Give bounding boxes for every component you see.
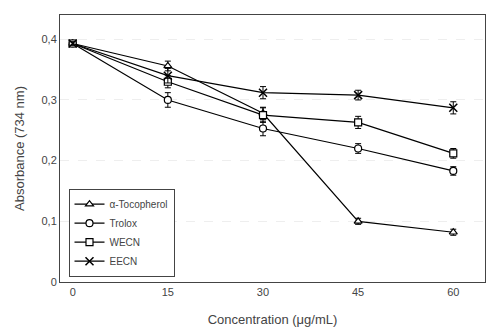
svg-text:0: 0 (70, 286, 76, 298)
svg-text:Absorbance (734 nm): Absorbance (734 nm) (12, 86, 27, 211)
svg-text:0: 0 (51, 276, 57, 288)
svg-text:WECN: WECN (110, 237, 141, 248)
svg-text:0,2: 0,2 (42, 154, 57, 166)
svg-text:Concentration (μg/mL): Concentration (μg/mL) (208, 312, 338, 327)
svg-text:EECN: EECN (110, 256, 138, 267)
svg-text:45: 45 (352, 286, 364, 298)
svg-text:α-Tocopherol: α-Tocopherol (110, 199, 168, 210)
svg-text:15: 15 (162, 286, 174, 298)
svg-text:30: 30 (257, 286, 269, 298)
svg-text:0,1: 0,1 (42, 215, 57, 227)
svg-text:60: 60 (447, 286, 459, 298)
svg-text:Trolox: Trolox (110, 218, 137, 229)
svg-text:0,3: 0,3 (42, 94, 57, 106)
svg-text:0,4: 0,4 (42, 33, 57, 45)
